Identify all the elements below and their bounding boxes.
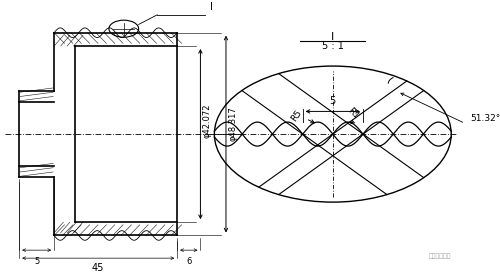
Text: 5: 5	[34, 257, 40, 266]
Text: 5: 5	[330, 95, 336, 106]
Text: R5: R5	[290, 108, 304, 123]
Text: I: I	[331, 32, 334, 42]
Text: φ42.072: φ42.072	[203, 103, 212, 138]
Text: R1: R1	[346, 106, 361, 120]
Text: 51.32°: 51.32°	[470, 114, 500, 123]
Text: φ48.317: φ48.317	[228, 106, 237, 141]
Text: 45: 45	[92, 263, 104, 273]
Text: 5 : 1: 5 : 1	[322, 41, 344, 51]
Text: I: I	[210, 2, 212, 12]
Text: 6: 6	[186, 257, 192, 266]
Text: 数控编程社区: 数控编程社区	[428, 254, 451, 260]
